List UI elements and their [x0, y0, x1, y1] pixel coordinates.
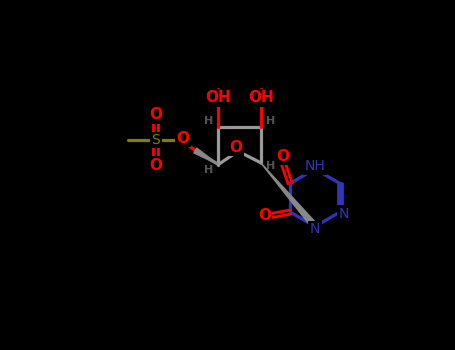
Text: N: N — [339, 207, 349, 221]
Text: H: H — [266, 117, 275, 126]
Text: O: O — [230, 140, 243, 154]
Text: OH: OH — [206, 91, 231, 105]
Text: S: S — [152, 133, 160, 147]
Text: OH: OH — [248, 91, 273, 105]
Text: H: H — [266, 161, 275, 171]
Text: O: O — [258, 208, 271, 223]
Text: O: O — [177, 131, 190, 146]
Text: H: H — [204, 117, 213, 126]
Polygon shape — [261, 163, 318, 229]
Text: O: O — [149, 107, 162, 122]
Text: O: O — [277, 149, 290, 163]
Polygon shape — [194, 148, 218, 164]
Text: NH: NH — [305, 159, 325, 173]
Text: O: O — [149, 158, 162, 173]
Text: H: H — [204, 165, 213, 175]
Text: N: N — [310, 222, 320, 236]
